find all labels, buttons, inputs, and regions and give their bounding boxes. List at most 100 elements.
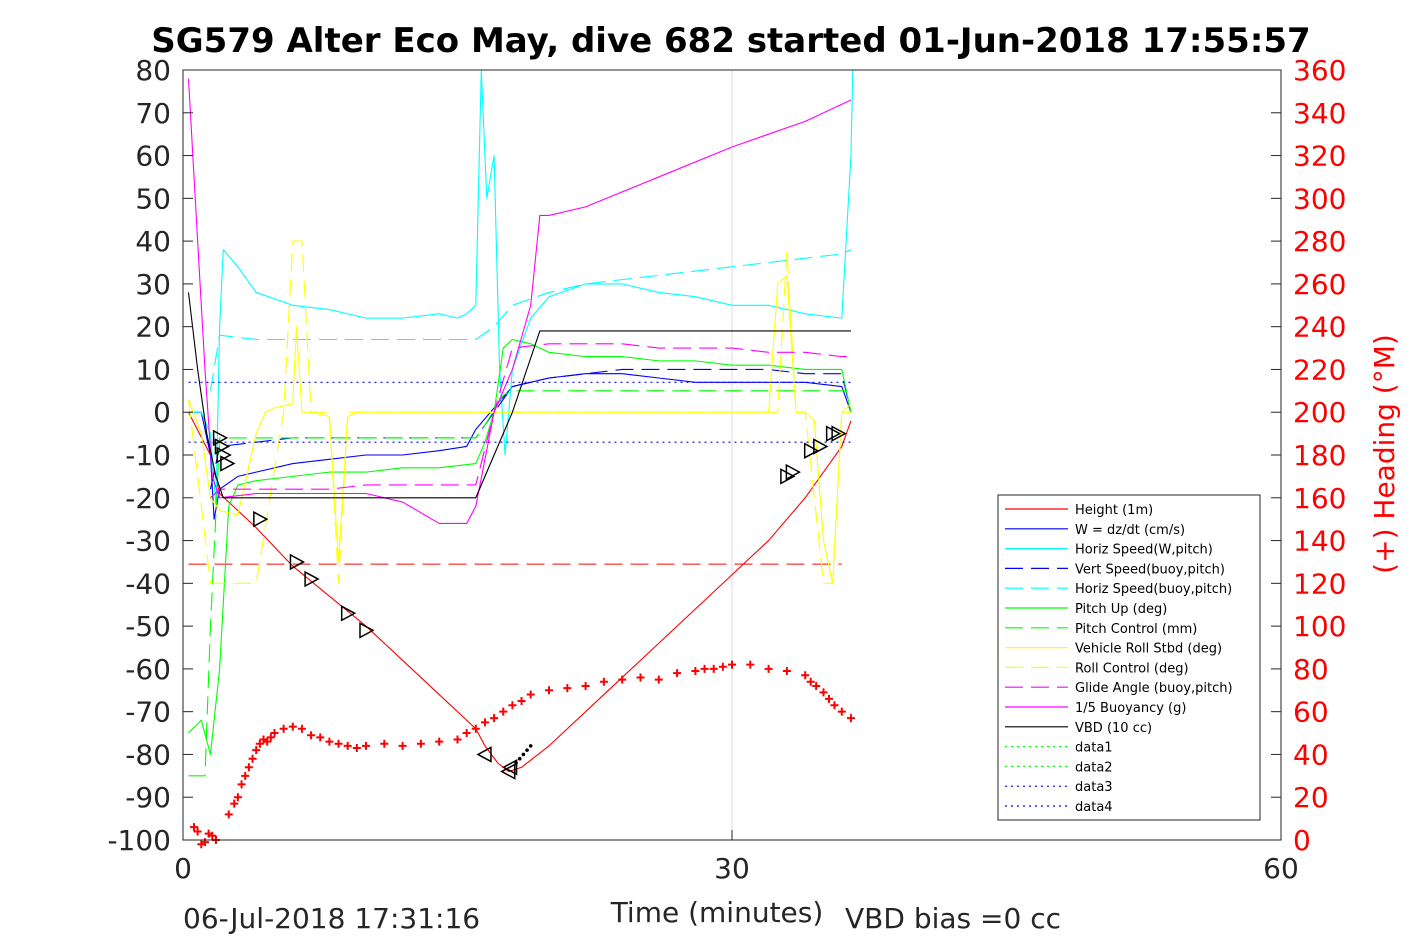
y-tick-label: -100: [107, 824, 171, 857]
bottom-point: [525, 748, 529, 752]
y-tick-label: -50: [125, 610, 171, 643]
y2-tick-label: 280: [1293, 225, 1346, 258]
heading-marker: [545, 686, 553, 695]
heading-marker: [508, 701, 517, 710]
y-tick-label: 60: [135, 140, 171, 173]
heading-marker: [241, 771, 250, 780]
heading-marker: [255, 739, 264, 748]
y-tick-label: -40: [125, 567, 171, 600]
legend-entry: Vehicle Roll Stbd (deg): [1075, 642, 1222, 657]
y-tick-label: -80: [125, 738, 171, 771]
heading-marker: [846, 714, 855, 723]
heading-marker: [453, 735, 462, 744]
heading-marker: [480, 718, 489, 727]
triangle-marker: [785, 463, 801, 481]
heading-marker: [824, 694, 833, 703]
legend-entry: Vert Speed(buoy,pitch): [1075, 562, 1225, 577]
triangle-marker: [780, 468, 796, 485]
y-tick-label: 20: [135, 311, 171, 344]
chart-title: SG579 Alter Eco May, dive 682 started 01…: [151, 21, 1310, 61]
heading-marker: [526, 690, 535, 699]
legend-entry: Pitch Up (deg): [1075, 602, 1167, 617]
y2-tick-label: 60: [1293, 696, 1329, 729]
series-pitch-control-mm: [188, 390, 851, 777]
heading-marker: [490, 714, 499, 723]
bottom-point: [521, 752, 526, 757]
legend-entry: Pitch Control (mm): [1075, 622, 1197, 637]
heading-marker: [462, 729, 471, 738]
triangle-marker: [340, 605, 357, 622]
heading-marker: [352, 744, 361, 753]
triangle-marker: [500, 763, 516, 780]
legend-entry: data4: [1075, 800, 1113, 815]
heading-marker: [233, 793, 242, 802]
x-tick-label: 60: [1263, 852, 1299, 885]
y2-tick-label: 120: [1293, 567, 1346, 600]
series-vbd-10-cc: [187, 292, 851, 499]
x-axis-label: Time (minutes): [610, 896, 824, 929]
legend: Height (1m) W = dz/dt (cm/s) Horiz Speed(W…: [997, 494, 1261, 821]
y2-tick-label: 0: [1293, 824, 1311, 857]
heading-marker: [618, 675, 627, 684]
heading-marker: [812, 682, 821, 690]
heading-marker: [288, 722, 297, 731]
heading-marker: [636, 673, 645, 682]
y-tick-label: -70: [125, 696, 171, 729]
heading-marker: [325, 737, 334, 746]
series-glide-angle-buoy-pitch: [210, 343, 851, 499]
y-tick-label: 40: [135, 225, 171, 258]
y2-tick-label: 40: [1293, 738, 1329, 771]
x-tick-label: 0: [174, 852, 192, 885]
heading-marker: [224, 810, 233, 819]
y-tick-label: -20: [125, 482, 171, 515]
triangle-marker: [831, 425, 847, 442]
triangle-marker: [803, 442, 820, 459]
triangle-marker: [359, 622, 375, 639]
heading-marker: [819, 688, 828, 697]
heading-marker: [673, 669, 682, 678]
heading-marker: [189, 823, 198, 832]
footer-vbd-bias: VBD bias =0 cc: [845, 902, 1061, 935]
series-roll-control-deg: [187, 240, 851, 584]
heading-marker: [746, 660, 755, 669]
heading-marker: [517, 696, 526, 705]
heading-marker: [362, 741, 370, 750]
y2-tick-label: 260: [1293, 268, 1346, 301]
triangle-marker: [289, 553, 306, 571]
right-y-axis: 3603403203002802602402202001801601401201…: [1271, 54, 1346, 857]
heading-marker: [700, 664, 709, 673]
heading-marker: [806, 677, 815, 686]
y-tick-label: 70: [135, 97, 171, 130]
y-tick-label: -10: [125, 439, 171, 472]
heading-marker: [266, 733, 275, 742]
triangle-marker: [813, 438, 829, 455]
y-tick-label: 10: [135, 353, 171, 386]
heading-marker: [764, 664, 773, 673]
heading-marker: [343, 741, 352, 750]
y2-tick-label: 340: [1293, 97, 1346, 130]
y2-tick-label: 300: [1293, 182, 1346, 215]
bottom-point: [514, 761, 518, 765]
heading-marker: [837, 707, 846, 716]
x-axis: 0 30 60: [174, 830, 1299, 885]
heading-marker: [563, 684, 572, 693]
legend-entry: Height (1m): [1075, 503, 1153, 518]
y-tick-label: 0: [153, 396, 171, 429]
y2-tick-label: 180: [1293, 439, 1346, 472]
heading-marker: [471, 724, 480, 733]
heading-marker: [307, 731, 316, 740]
series-vert-speed-buoy-pitch: [209, 368, 852, 490]
heading-marker: [435, 737, 444, 746]
triangle-marker: [304, 570, 320, 588]
legend-entry: Roll Control (deg): [1075, 661, 1189, 676]
heading-marker: [654, 675, 663, 684]
heading-marker: [230, 799, 239, 808]
heading-marker: [691, 667, 700, 676]
y2-tick-label: 240: [1293, 311, 1346, 344]
heading-marker: [581, 682, 590, 690]
y2-tick-label: 200: [1293, 396, 1346, 429]
heading-marker: [297, 724, 306, 733]
heading-marker: [237, 780, 246, 789]
y-tick-label: -30: [125, 525, 171, 558]
